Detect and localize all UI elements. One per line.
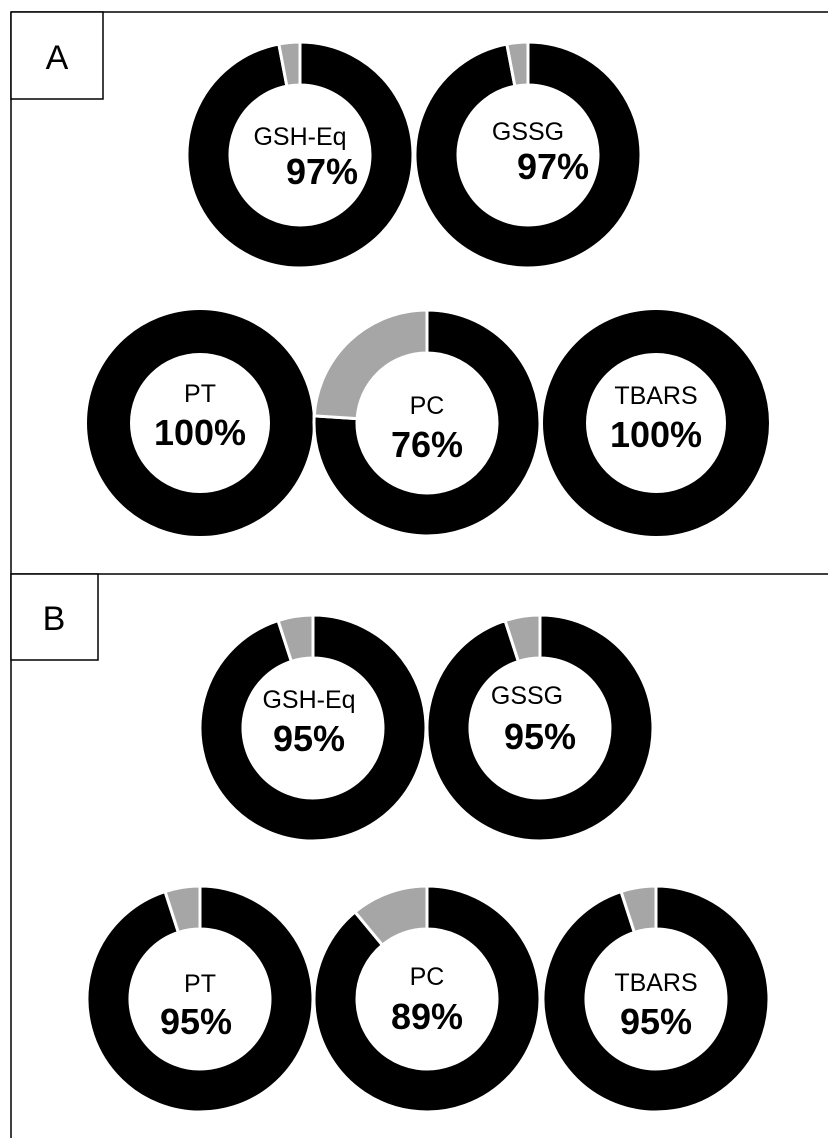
donut-slice-primary	[312, 884, 542, 1114]
donut-slice-primary	[541, 884, 771, 1114]
donut-b-pc: PC 89%	[312, 884, 542, 1114]
panel-a-label-box	[10, 11, 104, 100]
donut-slice-remainder	[312, 308, 429, 421]
donut-slice-primary	[198, 613, 428, 843]
donut-slice-remainder	[277, 40, 302, 88]
donut-value: 97%	[517, 146, 589, 187]
donut-value: 100%	[154, 412, 246, 453]
donut-slice-primary	[87, 310, 313, 536]
donut-a-gssg: GSSG 97%	[413, 40, 643, 270]
donut-value: 100%	[610, 414, 702, 455]
donut-label: PC	[410, 392, 445, 420]
donut-label: TBARS	[614, 969, 697, 997]
donut-label: PC	[410, 963, 445, 991]
donut-slice-remainder	[505, 40, 530, 88]
donut-a-pt: PT 100%	[87, 310, 313, 536]
donut-label: GSH-Eq	[253, 123, 346, 151]
panel-b-label-box	[10, 573, 99, 661]
donut-slice-primary	[543, 310, 769, 536]
donut-slice-primary	[85, 884, 315, 1114]
donut-label: PT	[184, 970, 216, 998]
donut-slice-primary	[425, 613, 655, 843]
donut-slice-primary	[185, 40, 415, 270]
panel-a: A	[10, 11, 828, 575]
donut-slice-remainder	[503, 613, 542, 664]
donut-slice-remainder	[163, 884, 202, 935]
donut-a-gsh-eq: GSH-Eq 97%	[185, 40, 415, 270]
donut-value: 95%	[504, 716, 576, 757]
donut-b-tbars: TBARS 95%	[541, 884, 771, 1114]
donut-label: GSSG	[491, 682, 563, 710]
donut-value: 95%	[273, 718, 345, 759]
donut-value: 89%	[391, 996, 463, 1037]
donut-b-gssg: GSSG 95%	[425, 613, 655, 843]
donut-slice-remainder	[276, 613, 315, 664]
panel-b-label: B	[43, 600, 66, 638]
donut-slice-primary	[413, 40, 643, 270]
donut-label: GSSG	[492, 118, 564, 146]
donut-value: 95%	[160, 1001, 232, 1042]
donut-label: TBARS	[614, 382, 697, 410]
donut-value: 76%	[391, 424, 463, 465]
donut-b-gsh-eq: GSH-Eq 95%	[198, 613, 428, 843]
donut-label: PT	[184, 380, 216, 408]
donut-slice-remainder	[619, 884, 658, 935]
donut-slice-primary	[312, 308, 542, 538]
panel-a-label: A	[46, 39, 69, 77]
donut-a-pc: PC 76%	[312, 308, 542, 538]
donut-a-tbars: TBARS 100%	[543, 310, 769, 536]
panel-b: B	[10, 573, 99, 1138]
donut-slice-remainder	[352, 884, 429, 948]
donut-label: GSH-Eq	[262, 686, 355, 714]
donut-value: 97%	[286, 151, 358, 192]
donut-b-pt: PT 95%	[85, 884, 315, 1114]
donut-value: 95%	[620, 1001, 692, 1042]
